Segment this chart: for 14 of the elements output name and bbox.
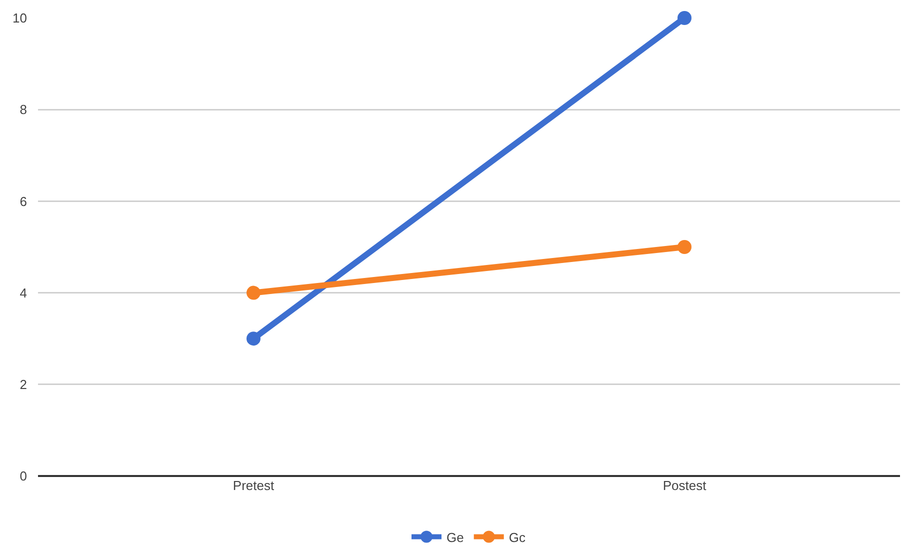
y-tick-label: 10 <box>12 10 27 26</box>
x-tick-label: Postest <box>662 478 707 493</box>
y-tick-label: 6 <box>20 194 27 209</box>
x-tick-label: Pretest <box>232 478 274 493</box>
y-tick-label: 4 <box>20 285 27 300</box>
point <box>246 286 260 300</box>
legend-label: Ge <box>446 530 464 545</box>
y-tick-label: 8 <box>20 102 27 118</box>
y-tick-label: 0 <box>20 468 27 484</box>
y-tick-label: 2 <box>20 376 27 392</box>
point <box>246 332 260 346</box>
legend-label: Gc <box>508 530 526 545</box>
point <box>678 11 692 25</box>
point <box>678 240 692 254</box>
